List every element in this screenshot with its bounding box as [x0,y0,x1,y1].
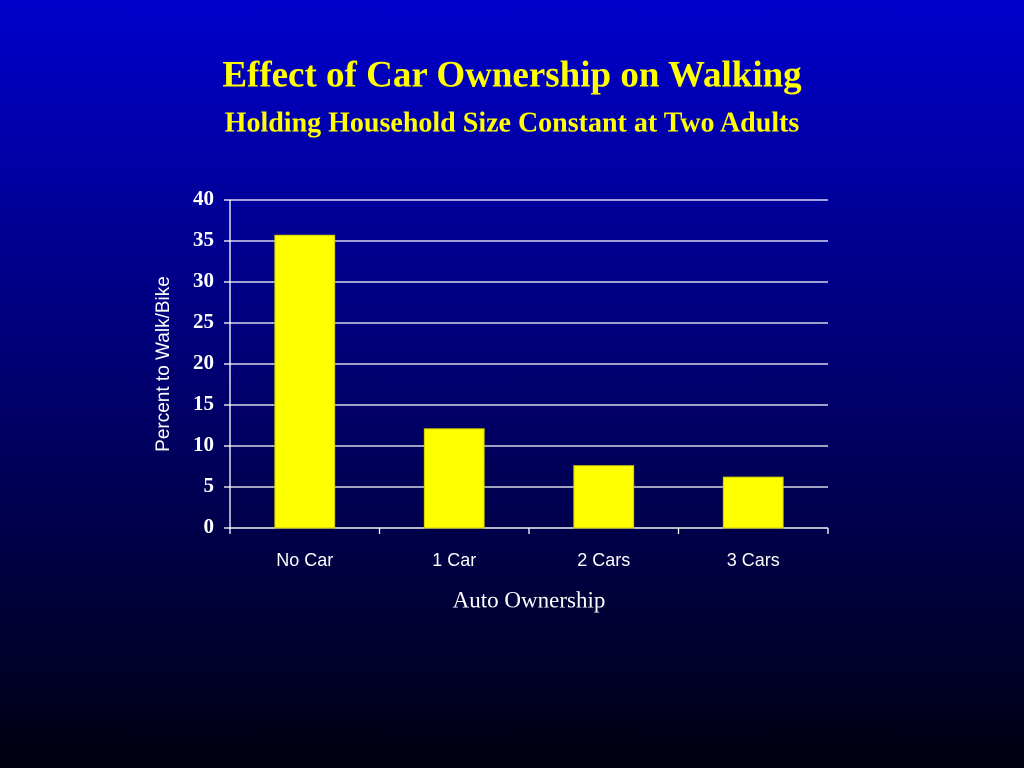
bar [722,476,784,529]
bar [423,428,485,529]
y-tick-label: 40 [193,186,214,210]
x-tick-label: 1 Car [432,550,476,570]
y-tick-label: 30 [193,268,214,292]
y-axis-label: Percent to Walk/Bike [153,276,174,452]
y-tick-label: 35 [193,227,214,251]
y-tick-label: 15 [193,391,214,415]
y-tick-label: 20 [193,350,214,374]
bar [274,234,336,529]
chart-title: Effect of Car Ownership on Walking [222,54,802,95]
chart-subtitle: Holding Household Size Constant at Two A… [225,107,800,138]
y-tick-label: 0 [204,514,215,538]
x-tick-label: 2 Cars [577,550,630,570]
y-tick-label: 10 [193,432,214,456]
bar [573,465,635,529]
x-tick-label: No Car [276,550,333,570]
x-axis-label: Auto Ownership [453,587,606,612]
y-tick-label: 25 [193,309,214,333]
x-tick-label: 3 Cars [727,550,780,570]
y-tick-label: 5 [204,473,215,497]
